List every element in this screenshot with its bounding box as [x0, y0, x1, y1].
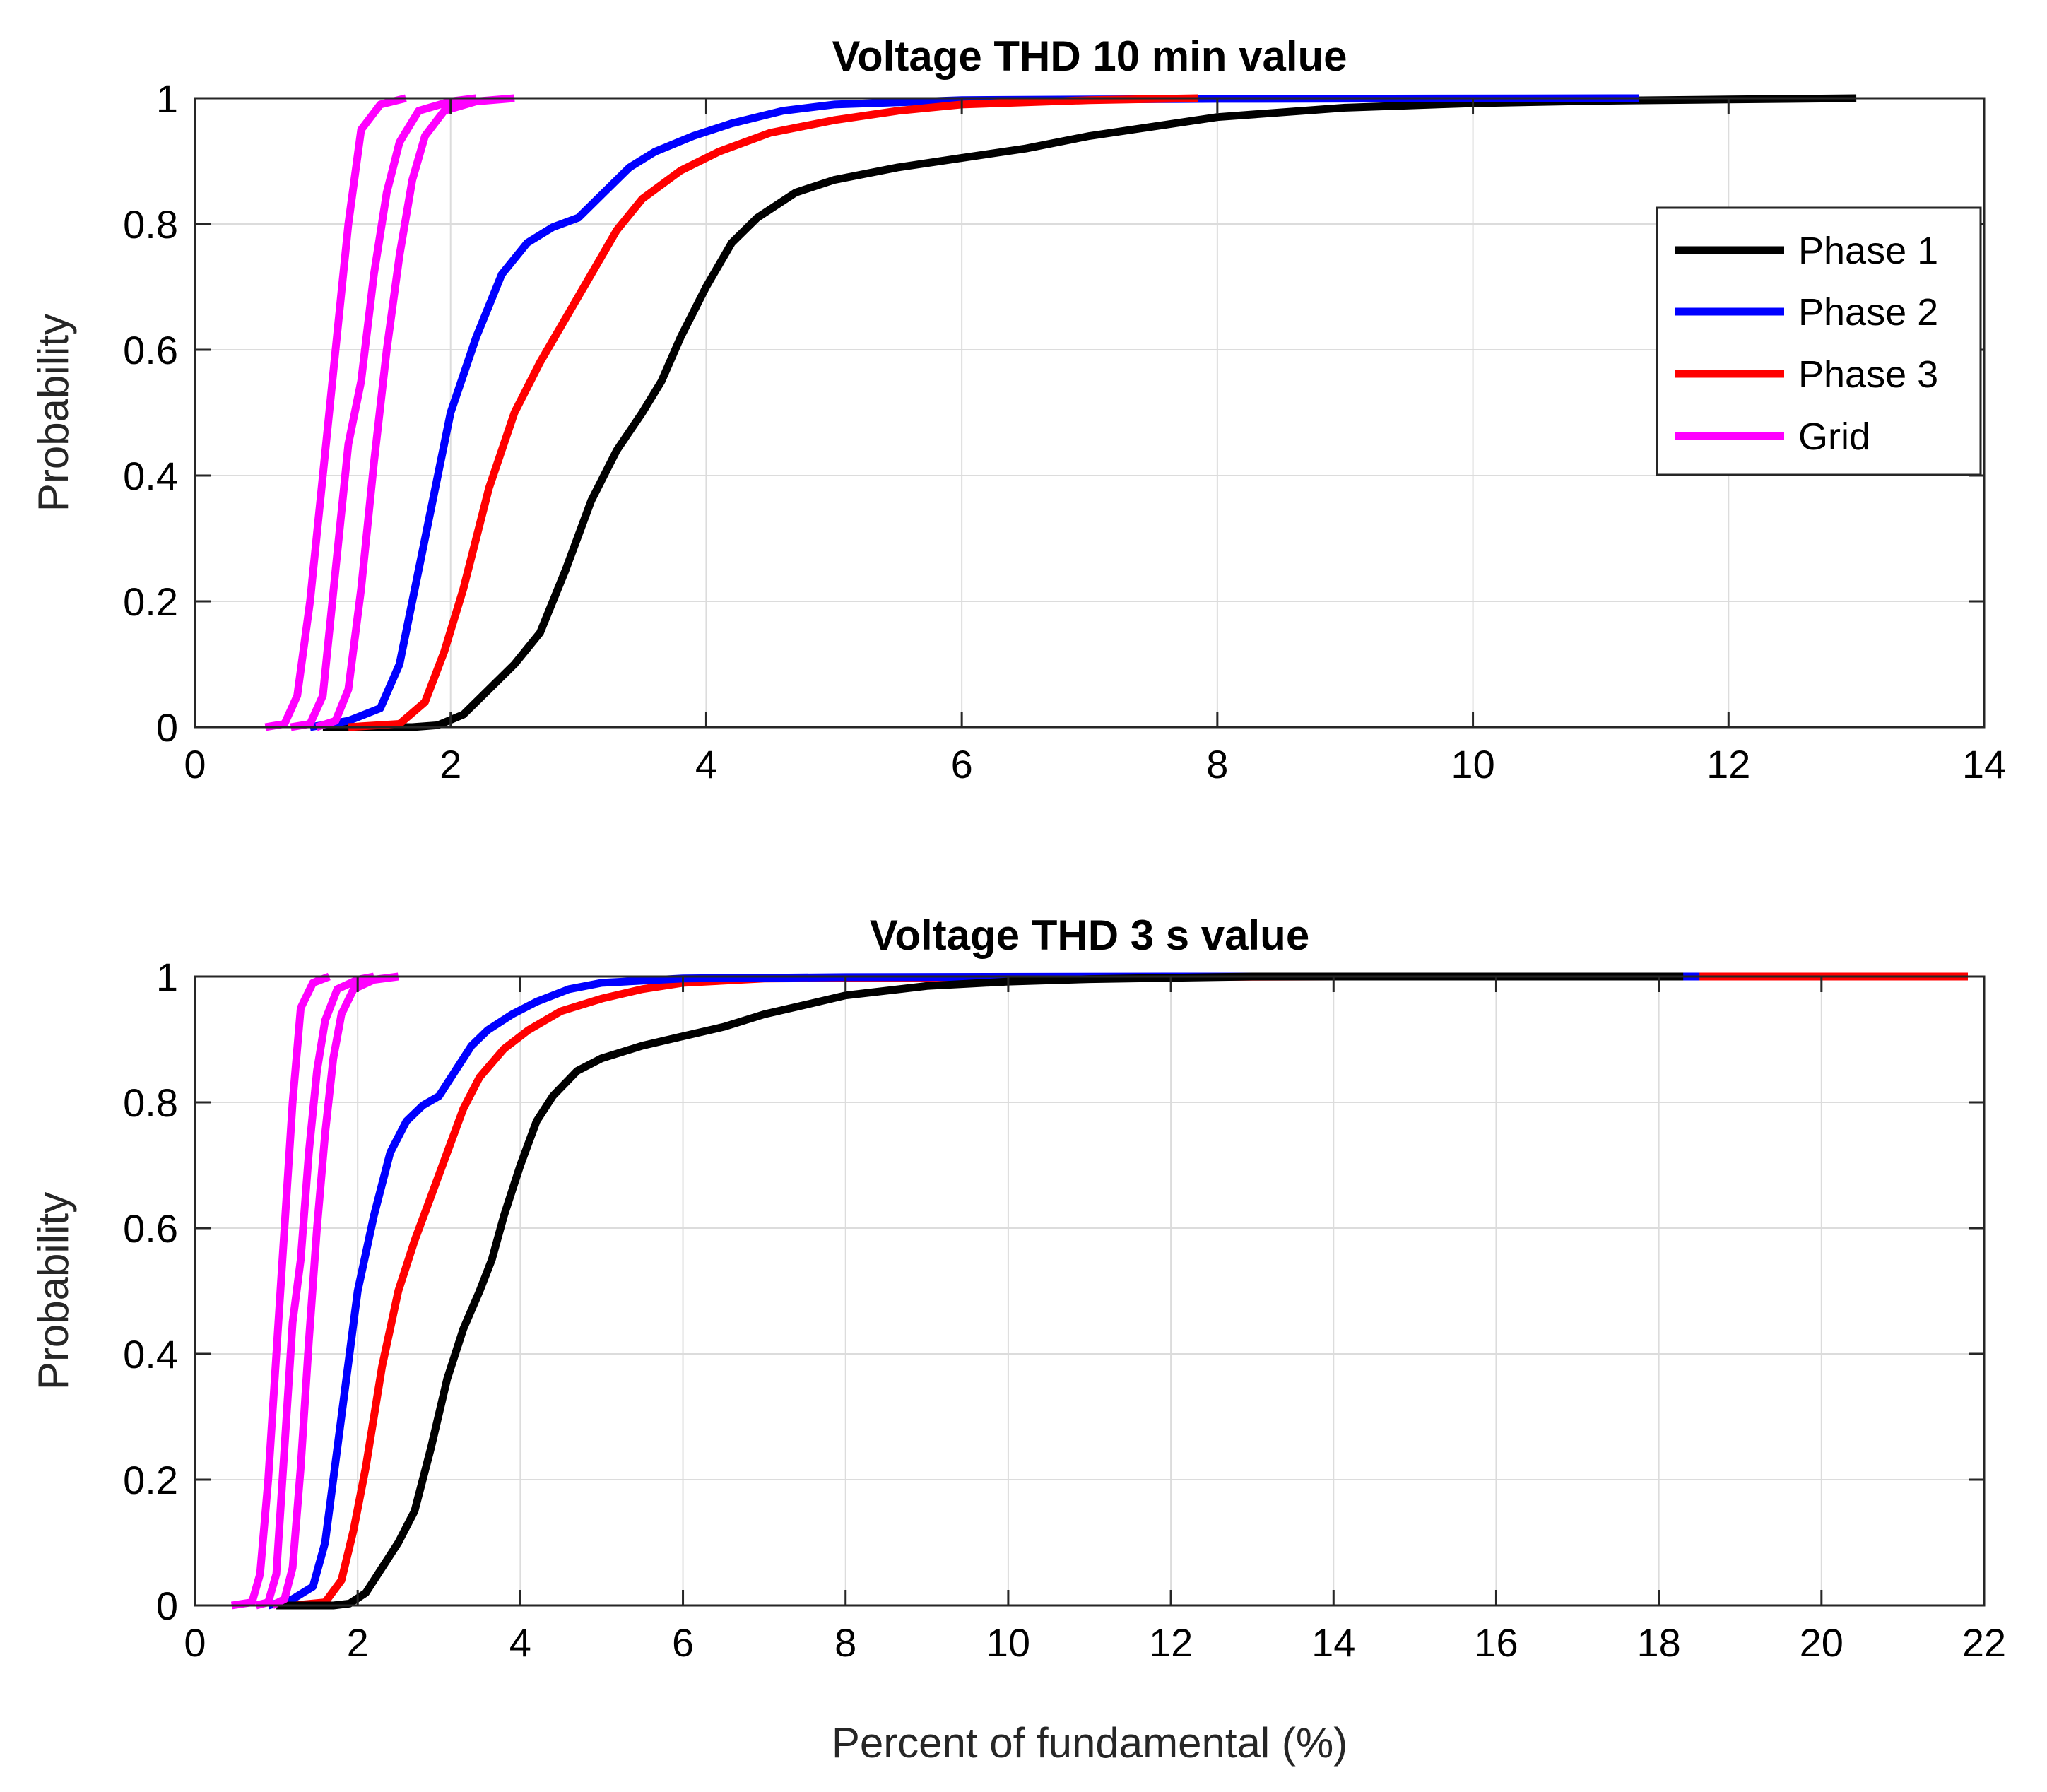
- x-tick-label: 4: [695, 742, 717, 786]
- series-line-grid: [264, 94, 407, 731]
- x-tick-label: 10: [1451, 742, 1494, 786]
- x-tick-label: 12: [1706, 742, 1750, 786]
- x-tick-label: 2: [440, 742, 461, 786]
- legend-label-phase-1: Phase 1: [1798, 230, 1938, 272]
- legend-label-grid: Grid: [1798, 415, 1870, 458]
- x-tick-label: 6: [672, 1620, 694, 1665]
- y-tick-label: 0.4: [123, 454, 178, 498]
- y-tick-label: 0.2: [123, 579, 178, 624]
- y-tick-label: 0.8: [123, 202, 178, 247]
- series-group-top: [264, 94, 1857, 731]
- x-tick-label: 16: [1474, 1620, 1518, 1665]
- x-tick-label: 20: [1800, 1620, 1844, 1665]
- legend: Phase 1 Phase 2 Phase 3 Grid: [1656, 206, 1982, 476]
- legend-label-phase-2: Phase 2: [1798, 291, 1938, 334]
- x-tick-label: 8: [834, 1620, 856, 1665]
- y-axis-label: Probability: [30, 1192, 77, 1390]
- series-line-grid: [230, 972, 331, 1610]
- y-tick-label: 0.6: [123, 1206, 178, 1251]
- x-tick-label: 2: [347, 1620, 369, 1665]
- series-line-grid: [290, 94, 477, 731]
- y-tick-label: 0: [156, 1584, 178, 1628]
- series-line-phase-3: [348, 94, 1198, 731]
- x-axis-label: Percent of fundamental (%): [832, 1719, 1347, 1767]
- y-tick-label: 0.6: [123, 328, 178, 372]
- x-tick-label: 12: [1149, 1620, 1193, 1665]
- grid-bottom: [195, 977, 1984, 1605]
- chart-title: Voltage THD 3 s value: [870, 912, 1309, 959]
- chart-top: 0 2 4 6 8 10 12 14 0 0.2 0.4 0.6 0.8 1 Voltage THD 10…: [30, 33, 2006, 786]
- y-axis-label: Probability: [30, 314, 77, 512]
- y-tick-label: 1: [156, 76, 178, 121]
- x-tick-label: 0: [184, 1620, 206, 1665]
- x-tick-label: 14: [1962, 742, 2006, 786]
- series-line-phase-1: [276, 972, 1684, 1610]
- ticks-bottom: 0 2 4 6 8 10 12 14 16 18 20 22 0 0.2 0.4 0.6 0.8 1: [123, 955, 2006, 1665]
- x-tick-label: 0: [184, 742, 206, 786]
- y-tick-label: 0.4: [123, 1332, 178, 1377]
- series-line-phase-2: [309, 94, 1639, 731]
- x-tick-label: 22: [1962, 1620, 2006, 1665]
- chart-title: Voltage THD 10 min value: [832, 33, 1347, 80]
- chart-bottom: 0 2 4 6 8 10 12 14 16 18 20 22 0 0.2 0.4 0.6 0.8 1 Voltag…: [30, 912, 2006, 1767]
- series-line-phase-2: [267, 972, 1700, 1610]
- x-tick-label: 10: [986, 1620, 1030, 1665]
- ticks-top: 0 2 4 6 8 10 12 14 0 0.2 0.4 0.6 0.8 1: [123, 76, 2006, 786]
- x-tick-label: 8: [1206, 742, 1228, 786]
- plot-area-background: [195, 977, 1984, 1605]
- plot-area-frame: [194, 975, 1986, 1607]
- plot-area-frame: [194, 97, 1986, 729]
- series-line-phase-1: [322, 94, 1857, 731]
- y-tick-label: 0: [156, 705, 178, 750]
- y-tick-label: 0.2: [123, 1458, 178, 1502]
- x-tick-label: 4: [509, 1620, 531, 1665]
- x-tick-label: 6: [951, 742, 973, 786]
- series-line-grid: [254, 972, 375, 1610]
- legend-label-phase-3: Phase 3: [1798, 353, 1938, 396]
- x-tick-label: 14: [1311, 1620, 1355, 1665]
- y-tick-label: 0.8: [123, 1080, 178, 1125]
- x-tick-label: 18: [1636, 1620, 1680, 1665]
- y-tick-label: 1: [156, 955, 178, 999]
